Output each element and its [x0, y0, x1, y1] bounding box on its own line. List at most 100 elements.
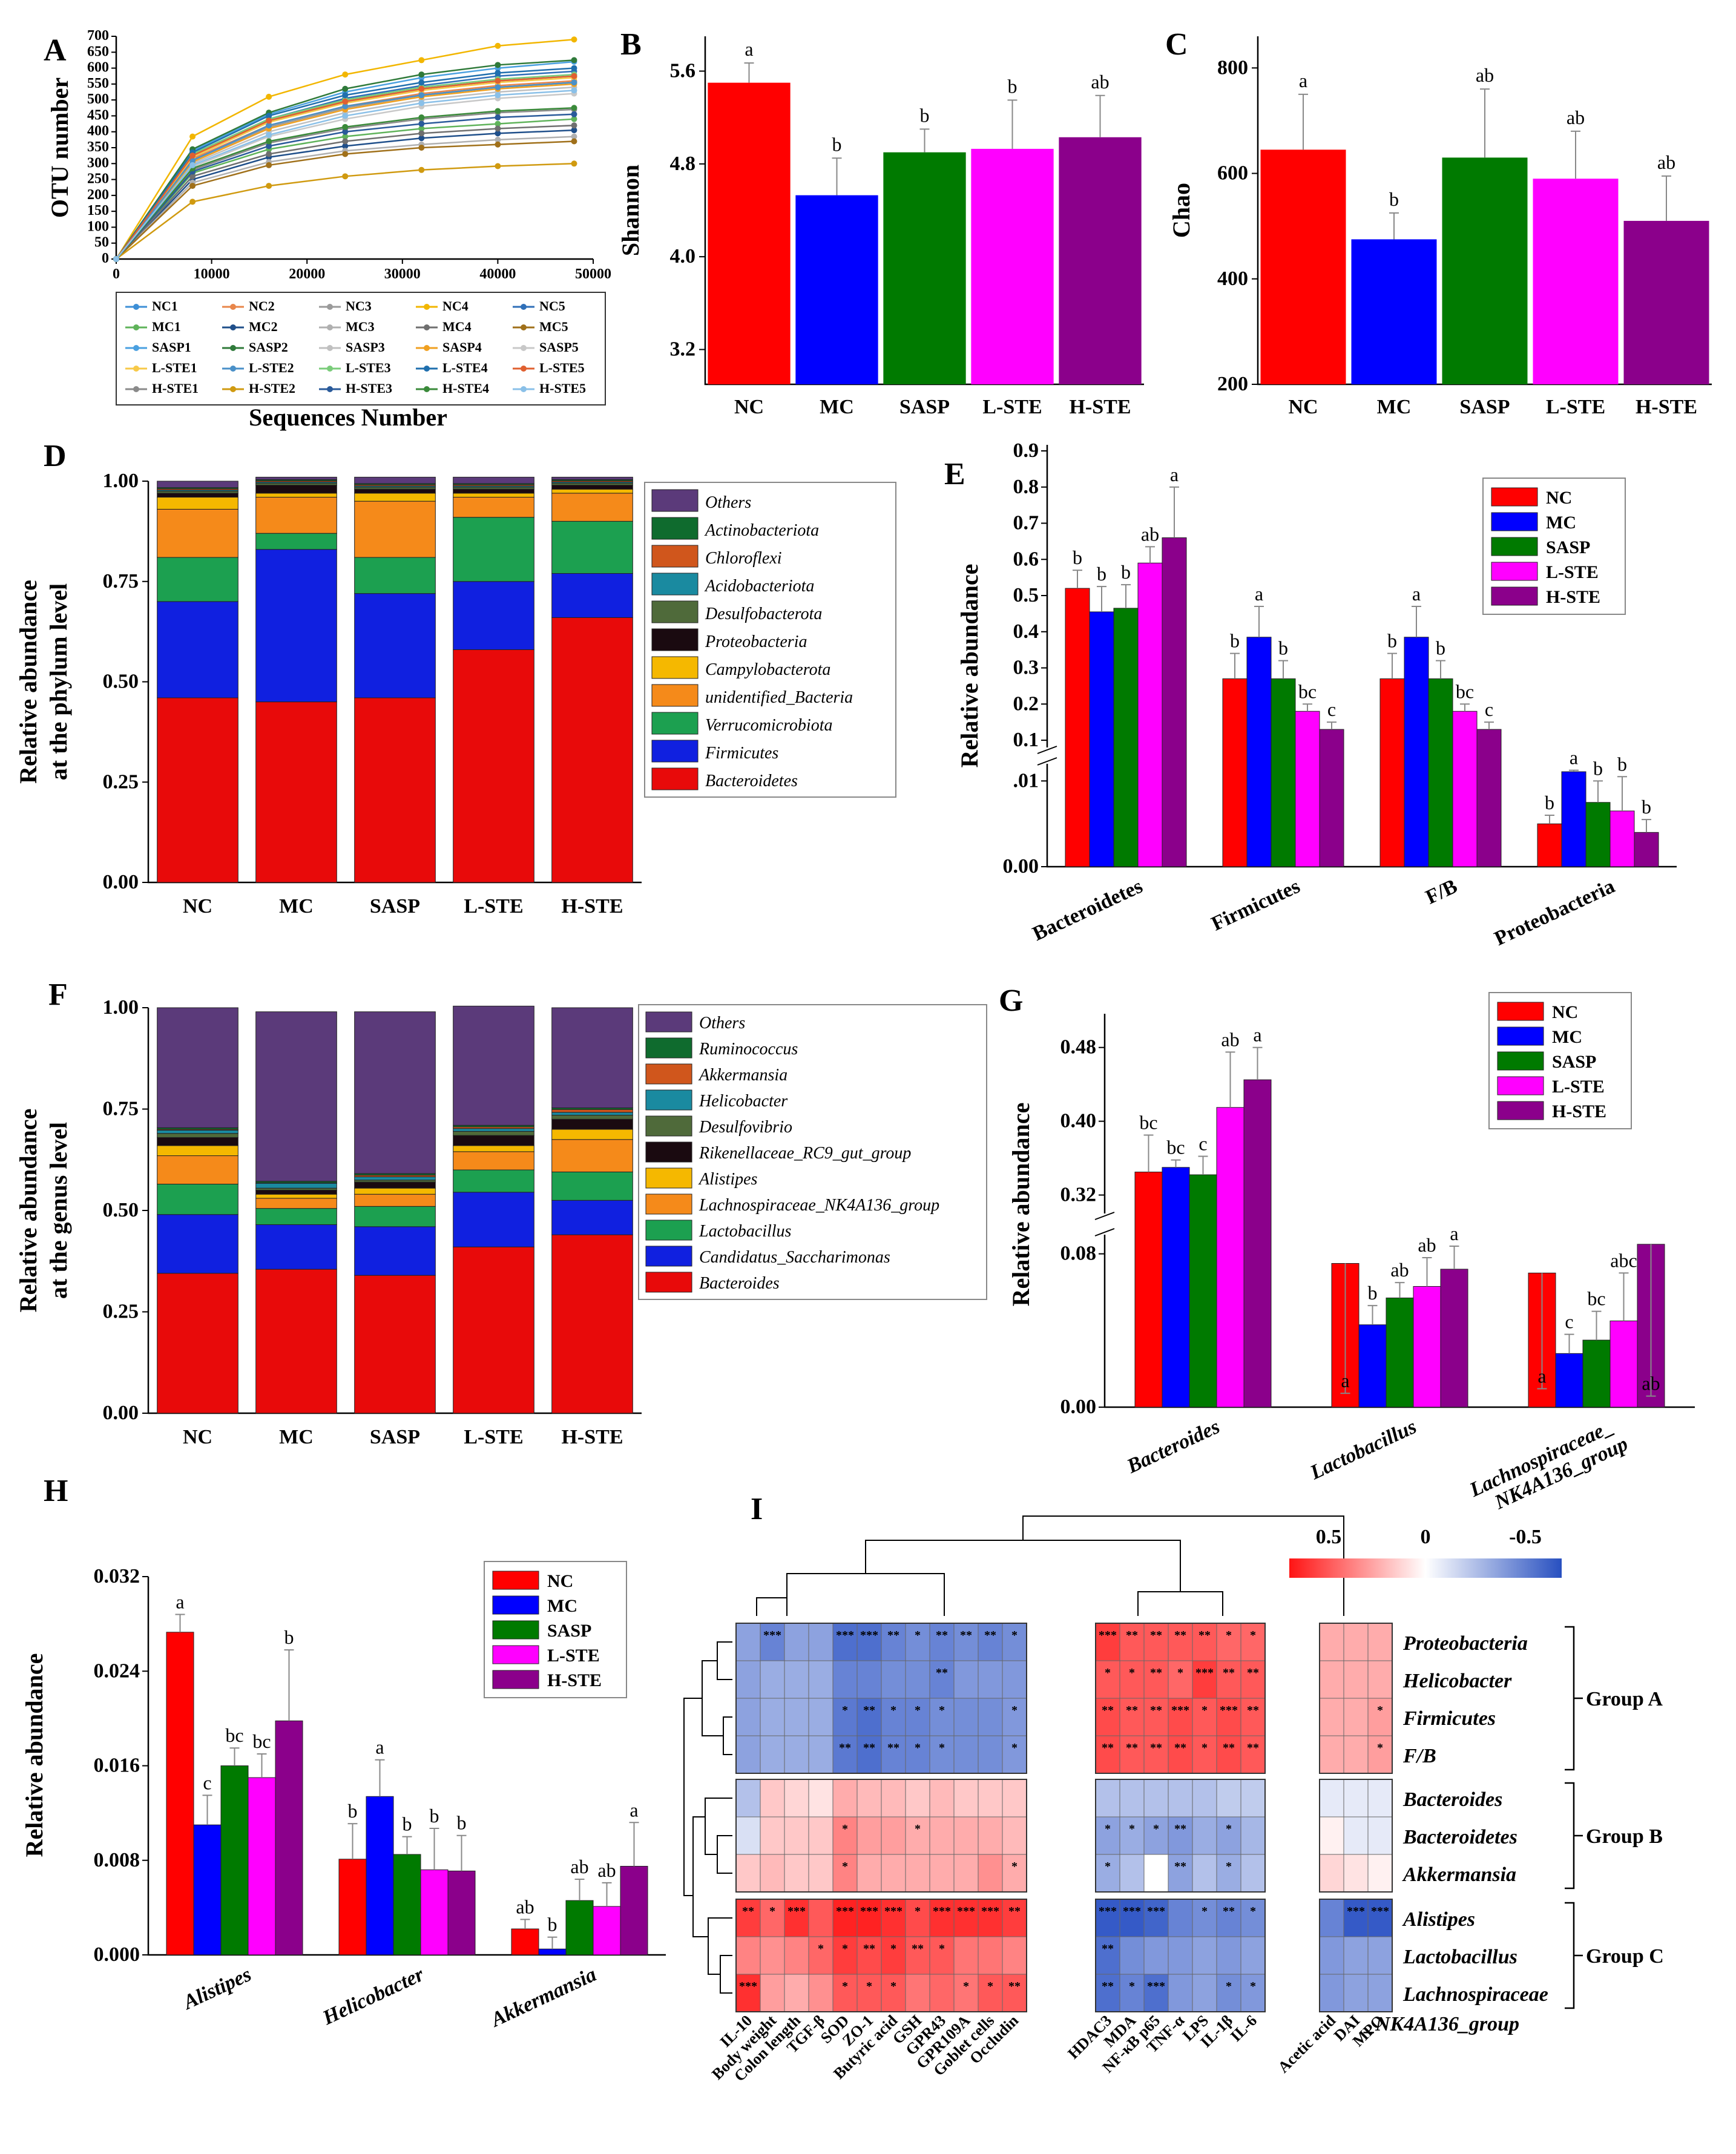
y-tick-label: 0.9 — [1013, 439, 1039, 462]
heatmap-star-0-12: *** — [1099, 1629, 1117, 1642]
bar-F/B-NC — [1379, 678, 1405, 867]
heatmap-star-7-16: * — [1202, 1905, 1208, 1918]
x-tick-label-L-STE: L-STE — [464, 895, 523, 918]
group-label-1: Group B — [1586, 1825, 1663, 1848]
y-axis-label-line2: at the phylum level — [45, 583, 72, 781]
heatmap-cell-4-12 — [1095, 1779, 1120, 1817]
stack-segment-Firmicutes-H-STE — [551, 573, 633, 618]
heatmap-cell-1-21 — [1367, 1660, 1393, 1699]
stack-segment-Lachnospiraceae_NK4A136_group-MC — [255, 1198, 337, 1209]
heatmap-cell-2-21 — [1367, 1698, 1393, 1736]
data-point-L-STE4 — [266, 113, 272, 119]
heatmap-cell-5-9 — [953, 1816, 979, 1855]
stack-segment-Bacteroides-L-STE — [453, 1246, 534, 1414]
data-point-NC4 — [342, 71, 349, 78]
data-point-SASP2 — [342, 85, 349, 92]
sig-letter-Helicobacter-H-STE: b — [457, 1812, 467, 1834]
data-point-L-STE2 — [571, 79, 577, 86]
bar-Helicobacter-SASP — [393, 1854, 421, 1955]
data-point-L-STE2 — [418, 92, 425, 99]
heatmap-cell-3-19 — [1319, 1735, 1344, 1774]
stack-segment-Others-SASP — [354, 1011, 436, 1174]
legend-swatch-Rikenellaceae_RC9_gut_group — [645, 1141, 692, 1163]
heatmap-star-0-8: ** — [936, 1629, 948, 1642]
heatmap-star-2-12: ** — [1102, 1704, 1114, 1717]
legend-swatch-L-STE — [1497, 1076, 1544, 1095]
heatmap-cell-5-21 — [1367, 1816, 1393, 1855]
data-point-H-STE4 — [571, 105, 577, 111]
sig-letter-Alistipes-SASP: bc — [225, 1724, 243, 1746]
legend-swatch-Lactobacillus — [645, 1220, 692, 1241]
bar-Alistipes-H-STE — [275, 1720, 303, 1955]
data-point-H-STE2 — [418, 166, 425, 173]
bar-NC — [1260, 149, 1346, 384]
data-point-MC3 — [571, 133, 577, 140]
heatmap-star-2-4: * — [842, 1704, 848, 1717]
heatmap-cell-6-13 — [1119, 1854, 1145, 1893]
heatmap-star-0-7: * — [915, 1629, 921, 1642]
heatmap-cell-6-14 — [1143, 1854, 1169, 1893]
legend-label-Ruminococcus: Ruminococcus — [699, 1040, 798, 1059]
y-tick-label: 0.25 — [103, 770, 139, 793]
heatmap-col-label-18: IL-6 — [1227, 2012, 1260, 2045]
x-tick-label-NC: NC — [183, 895, 212, 918]
bar-Akkermansia-MC — [538, 1948, 567, 1955]
heatmap-star-8-12: ** — [1102, 1942, 1114, 1955]
heatmap-cell-1-9 — [953, 1660, 979, 1699]
legend-label-Acidobacteriota: Acidobacteriota — [704, 577, 814, 596]
stack-segment-unidentified_Bacteria-L-STE — [453, 497, 534, 518]
sig-letter-Alistipes-MC: c — [203, 1771, 211, 1793]
sig-letter-NC: a — [745, 38, 753, 60]
data-point-MC4 — [342, 138, 349, 145]
heatmap-star-3-17: ** — [1223, 1741, 1235, 1755]
panel-label-e: E — [944, 457, 965, 491]
sig-letter-Proteobacteria-L-STE: b — [1617, 753, 1627, 775]
stack-segment-unidentified_Bacteria-MC — [255, 497, 337, 534]
sig-letter-Lachnospiraceae_ NK4A136_group-L-STE: abc — [1610, 1249, 1637, 1271]
data-point-H-STE5 — [189, 162, 196, 168]
y-tick-label: 0.50 — [103, 671, 139, 693]
data-point-L-STE4 — [418, 79, 425, 86]
data-point-SASP2 — [418, 71, 425, 78]
heatmap-star-0-1: *** — [763, 1629, 781, 1642]
heatmap-star-9-10: * — [987, 1980, 993, 1993]
stack-segment-Others-NC — [157, 1007, 238, 1128]
heatmap-star-1-18: ** — [1247, 1666, 1259, 1680]
data-point-H-STE4 — [418, 114, 425, 121]
legend-swatch-MC — [1497, 1026, 1544, 1046]
heatmap-cell-2-11 — [1002, 1698, 1027, 1736]
bar-Lachnospiraceae_ NK4A136_group-SASP — [1582, 1339, 1611, 1408]
y-tick-label: 200 — [87, 187, 109, 203]
heatmap-star-2-5: ** — [863, 1704, 875, 1717]
legend-swatch-H-STE — [1491, 586, 1538, 606]
bar-Proteobacteria-H-STE — [1634, 832, 1659, 867]
heatmap-star-1-17: ** — [1223, 1666, 1235, 1680]
stack-segment-Rikenellaceae_RC9_gut_group-L-STE — [453, 1135, 534, 1146]
bar-Proteobacteria-MC — [1561, 771, 1586, 867]
heatmap-star-3-13: ** — [1126, 1741, 1138, 1755]
x-tick-label-3-0: Proteobacteria — [1491, 875, 1618, 950]
heatmap-cell-8-11 — [1002, 1936, 1027, 1975]
sig-letter-Akkermansia-NC: ab — [516, 1896, 534, 1917]
heatmap-cell-9-17 — [1216, 1974, 1241, 2012]
sig-letter-Bacteroides-NC: bc — [1139, 1111, 1157, 1133]
x-tick-label-2-0: Akkermansia — [487, 1963, 600, 2032]
legend-swatch-Bacteroidetes — [651, 767, 699, 790]
data-point-L-STE2 — [342, 103, 349, 110]
heatmap-cell-5-12 — [1095, 1816, 1120, 1855]
y-tick-label: 650 — [87, 44, 109, 59]
stack-segment-Desulfovibrio-L-STE — [453, 1131, 534, 1136]
sig-letter-Helicobacter-L-STE: b — [430, 1805, 439, 1827]
heatmap-cell-5-13 — [1119, 1816, 1145, 1855]
stack-segment-Lactobacillus-NC — [157, 1183, 238, 1215]
legend-marker-L-STE2 — [230, 366, 236, 372]
row-dendrogram-branch — [705, 1798, 732, 1855]
heatmap-row-label-6: Akkermansia — [1402, 1863, 1516, 1886]
heatmap-cell-6-21 — [1367, 1854, 1393, 1893]
bar-F/B-MC — [1404, 637, 1429, 867]
panel-d-phylum-stacked-chart: D 0.00 0.25 0.50 0.75 1.00 Relative abundance a… — [15, 439, 896, 918]
legend-swatch-H-STE — [1497, 1101, 1544, 1120]
sig-letter-F/B-MC: a — [1412, 583, 1421, 605]
heatmap-cell-5-3 — [808, 1816, 833, 1855]
sig-letter-Lactobacillus-L-STE: ab — [1418, 1234, 1436, 1256]
